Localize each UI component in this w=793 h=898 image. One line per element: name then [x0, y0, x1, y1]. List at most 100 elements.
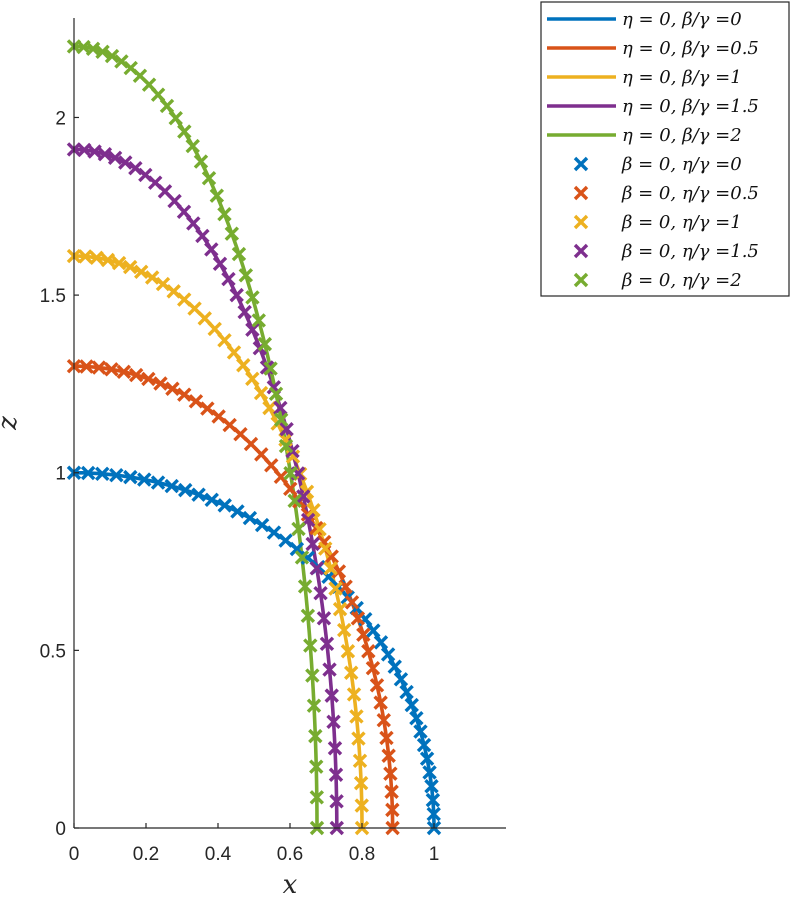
marker-point [419, 751, 435, 766]
marker-point [167, 193, 182, 209]
marker-point [305, 668, 320, 683]
marker-point [204, 492, 219, 507]
x-tick-label: 0.2 [133, 844, 159, 865]
marker-point [259, 360, 275, 375]
series-line-0 [73, 470, 436, 829]
marker-point [137, 472, 152, 487]
marker-point [89, 250, 104, 265]
marker-point [328, 767, 344, 782]
marker-point [303, 638, 318, 653]
y-tick-label: 0 [55, 819, 66, 840]
legend-entry-label: η = 0, β/γ =1.5 [622, 96, 759, 117]
plot-area [66, 39, 442, 836]
marker-point [268, 386, 284, 401]
marker-point [305, 536, 320, 552]
marker-point [336, 622, 352, 638]
marker-point [123, 469, 138, 485]
marker-point [319, 636, 335, 652]
marker-point [212, 256, 228, 272]
legend-marker-swatch [573, 185, 589, 201]
legend-entry-label: β = 0, η/γ =1.5 [621, 241, 759, 262]
marker-point [231, 246, 247, 262]
marker-point [332, 601, 348, 617]
legend-entry-label: β = 0, η/γ =0.5 [621, 183, 759, 204]
marker-point [245, 290, 260, 305]
marker-point [204, 242, 219, 257]
legend-marker-swatch [573, 214, 589, 230]
marker-point [296, 489, 311, 504]
marker-point [85, 41, 101, 57]
marker-point [306, 503, 321, 518]
marker-point [273, 400, 288, 416]
marker-point [254, 517, 270, 533]
marker-point [331, 564, 347, 579]
marker-point [393, 672, 409, 687]
marker-point [416, 737, 432, 753]
marker-point [283, 465, 298, 481]
marker-point [229, 287, 244, 303]
marker-point [404, 697, 419, 713]
x-tick-label: 0 [69, 844, 80, 865]
marker-point [373, 695, 388, 710]
marker-point [326, 714, 341, 730]
marker-point [78, 249, 93, 264]
marker-point [297, 579, 313, 594]
marker-point [134, 264, 149, 280]
marker-point [141, 371, 156, 387]
legend-entry-label: β = 0, η/γ =2 [621, 270, 742, 291]
marker-point [309, 759, 324, 774]
marker-point [426, 806, 441, 822]
marker-point [324, 688, 339, 703]
legend-entry-label: η = 0, β/γ =0.5 [622, 38, 759, 59]
marker-point [309, 561, 324, 576]
marker-point [97, 146, 113, 162]
marker-point [245, 322, 260, 337]
marker-point [128, 367, 144, 383]
y-tick-label: 1.5 [40, 286, 66, 307]
marker-point [262, 400, 277, 416]
marker-point [385, 802, 400, 818]
marker-point [153, 376, 168, 391]
marker-point [176, 204, 192, 219]
y-tick-label: 2 [55, 108, 66, 129]
x-axis-label: x [283, 870, 298, 898]
y-tick-label: 0.5 [40, 641, 66, 662]
marker-point [327, 741, 343, 756]
marker-point [236, 358, 251, 373]
marker-point [109, 467, 124, 483]
x-tick-label: 0.6 [277, 844, 303, 865]
x-tick-label: 0.4 [205, 844, 232, 865]
marker-point [224, 226, 240, 241]
marker-point [381, 748, 396, 763]
marker-point [237, 304, 252, 320]
marker-point [177, 124, 192, 139]
marker-point [349, 709, 364, 724]
series-markers-6 [66, 358, 400, 836]
marker-point [279, 421, 294, 437]
marker-point [233, 427, 248, 442]
marker-point [361, 644, 376, 659]
marker-point [242, 510, 258, 526]
marker-point [185, 138, 200, 154]
marker-point [309, 790, 325, 805]
marker-point [122, 259, 138, 275]
marker-point [387, 659, 402, 674]
marker-point [352, 753, 368, 768]
marker-point [128, 160, 143, 176]
marker-point [376, 712, 391, 728]
marker-point [100, 252, 116, 268]
marker-point [104, 362, 119, 377]
marker-point [80, 465, 96, 481]
marker-point [273, 412, 289, 427]
marker-point [384, 784, 399, 799]
marker-point [278, 533, 293, 548]
legend-marker-swatch [573, 156, 589, 172]
marker-point [116, 364, 132, 380]
marker-point [425, 792, 441, 808]
marker-point [111, 255, 127, 271]
marker-point [369, 678, 385, 693]
marker-point [230, 504, 245, 519]
marker-point [104, 48, 120, 64]
marker-point [273, 469, 289, 485]
marker-point [144, 270, 160, 285]
